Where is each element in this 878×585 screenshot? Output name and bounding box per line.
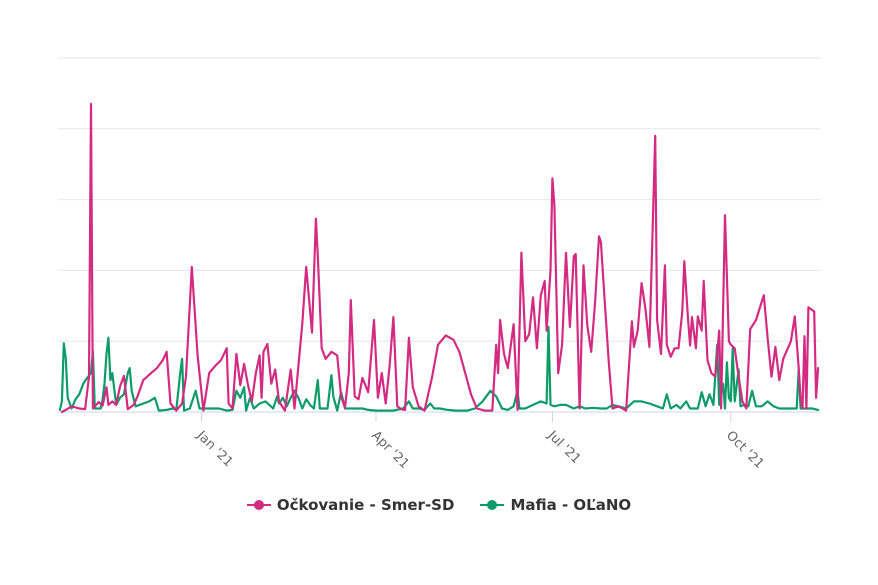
- x-tick-label: Jan '21: [193, 428, 236, 471]
- legend: Očkovanie - Smer-SD Mafia - OĽaNO: [0, 496, 878, 514]
- x-tick-label: Apr '21: [368, 428, 412, 472]
- legend-label-mafia: Mafia - OĽaNO: [510, 496, 632, 514]
- grid-lines: [58, 57, 820, 413]
- legend-label-ockovanie: Očkovanie - Smer-SD: [276, 496, 455, 514]
- legend-item-ockovanie[interactable]: Očkovanie - Smer-SD: [246, 496, 455, 514]
- series-layer: [58, 102, 820, 414]
- legend-line-marker-icon: [480, 499, 505, 511]
- series-line-ockovanie[interactable]: [60, 102, 820, 414]
- series-line-mafia[interactable]: [58, 325, 820, 412]
- legend-line-marker-icon: [246, 499, 271, 511]
- x-tick-label: Jul '21: [544, 428, 584, 468]
- x-axis: Jan '21 Apr '21 Jul '21 Oct '21: [193, 412, 767, 472]
- legend-item-mafia[interactable]: Mafia - OĽaNO: [480, 496, 631, 514]
- x-tick-label: Oct '21: [723, 428, 767, 472]
